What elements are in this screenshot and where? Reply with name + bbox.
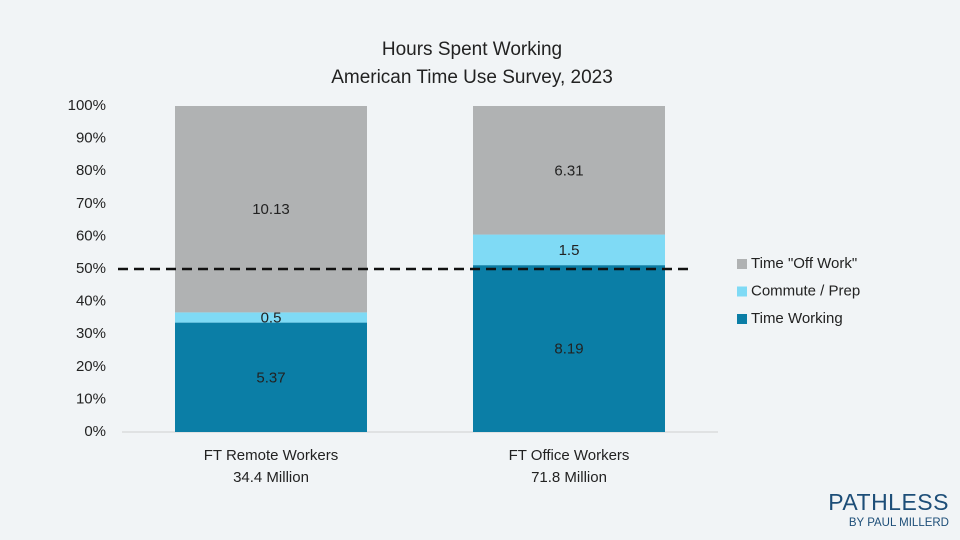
- x-tick-label: FT Office Workers: [509, 447, 630, 464]
- y-tick-label: 90%: [76, 130, 106, 147]
- legend-swatch: [737, 314, 747, 324]
- y-tick-label: 50%: [76, 260, 106, 277]
- data-label: 1.5: [559, 242, 580, 259]
- y-tick-label: 30%: [76, 325, 106, 342]
- data-label: 10.13: [252, 201, 290, 218]
- data-label: 6.31: [554, 162, 583, 179]
- y-tick-label: 100%: [68, 97, 106, 114]
- x-tick-sublabel: 71.8 Million: [531, 469, 607, 486]
- brand-byline: BY PAUL MILLERD: [849, 517, 949, 529]
- y-tick-label: 40%: [76, 293, 106, 310]
- data-label: 8.19: [554, 341, 583, 358]
- chart-title: Hours Spent Working: [382, 39, 562, 60]
- bar-segment: [473, 106, 665, 235]
- legend-label: Commute / Prep: [751, 282, 860, 299]
- chart-subtitle: American Time Use Survey, 2023: [331, 67, 613, 88]
- brand-name: PATHLESS: [828, 489, 949, 515]
- y-tick-label: 20%: [76, 358, 106, 375]
- y-tick-label: 70%: [76, 195, 106, 212]
- y-tick-label: 60%: [76, 227, 106, 244]
- x-tick-label: FT Remote Workers: [204, 447, 338, 464]
- legend-label: Time Working: [751, 310, 843, 327]
- bar-segment: [175, 322, 367, 432]
- y-tick-label: 0%: [84, 423, 106, 440]
- legend-label: Time "Off Work": [751, 255, 857, 272]
- legend-swatch: [737, 259, 747, 269]
- bar-segment: [473, 234, 665, 266]
- y-tick-label: 10%: [76, 390, 106, 407]
- y-tick-label: 80%: [76, 162, 106, 179]
- bar-segment: [175, 312, 367, 323]
- bar-segment: [473, 265, 665, 432]
- data-label: 0.5: [261, 309, 282, 326]
- bar-segment: [175, 106, 367, 313]
- x-tick-sublabel: 34.4 Million: [233, 469, 309, 486]
- data-label: 5.37: [256, 369, 285, 386]
- legend-swatch: [737, 286, 747, 297]
